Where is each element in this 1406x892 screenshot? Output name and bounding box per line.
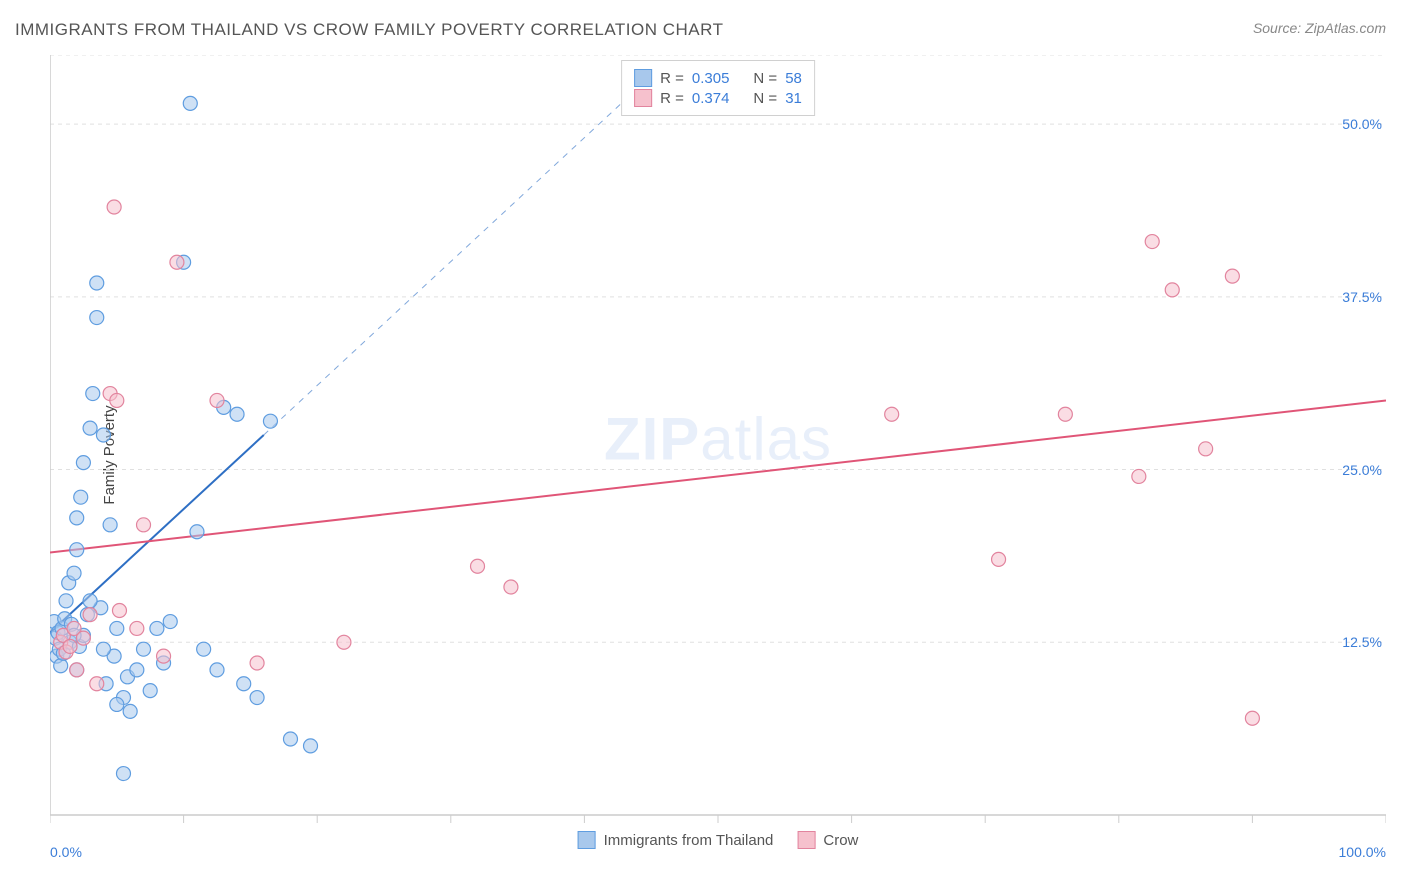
data-point	[250, 656, 264, 670]
n-label: N =	[753, 90, 777, 107]
y-tick-label: 25.0%	[1342, 462, 1382, 478]
data-point	[103, 518, 117, 532]
legend-item-thailand: Immigrants from Thailand	[578, 831, 774, 849]
data-point	[83, 608, 97, 622]
data-point	[116, 767, 130, 781]
chart-title: IMMIGRANTS FROM THAILAND VS CROW FAMILY …	[15, 20, 724, 40]
data-point	[90, 311, 104, 325]
y-tick-label: 50.0%	[1342, 116, 1382, 132]
r-label: R =	[660, 70, 684, 87]
data-point	[337, 635, 351, 649]
data-point	[237, 677, 251, 691]
data-point	[1165, 283, 1179, 297]
data-point	[110, 621, 124, 635]
data-point	[163, 615, 177, 629]
data-point	[1225, 269, 1239, 283]
data-point	[67, 566, 81, 580]
data-point	[197, 642, 211, 656]
data-point	[504, 580, 518, 594]
data-point	[59, 594, 73, 608]
data-point	[83, 594, 97, 608]
data-point	[137, 642, 151, 656]
x-tick-min: 0.0%	[50, 844, 82, 860]
data-point	[96, 428, 110, 442]
data-point	[70, 511, 84, 525]
data-point	[263, 414, 277, 428]
data-point	[96, 642, 110, 656]
legend-swatch-thailand	[578, 831, 596, 849]
data-point	[885, 407, 899, 421]
data-point	[183, 96, 197, 110]
data-point	[1132, 469, 1146, 483]
legend-series: Immigrants from Thailand Crow	[578, 831, 859, 849]
data-point	[90, 677, 104, 691]
data-point	[63, 639, 77, 653]
data-point	[130, 663, 144, 677]
data-point	[130, 621, 144, 635]
data-point	[137, 518, 151, 532]
data-point	[1199, 442, 1213, 456]
data-point	[304, 739, 318, 753]
data-point	[150, 621, 164, 635]
data-point	[83, 421, 97, 435]
data-point	[110, 697, 124, 711]
source-label: Source: ZipAtlas.com	[1253, 20, 1386, 36]
x-tick-max: 100.0%	[1339, 844, 1386, 860]
n-value-1: 31	[785, 90, 802, 107]
data-point	[76, 631, 90, 645]
data-point	[74, 490, 88, 504]
data-point	[471, 559, 485, 573]
data-point	[210, 393, 224, 407]
data-point	[70, 543, 84, 557]
data-point	[1245, 711, 1259, 725]
r-value-1: 0.374	[692, 90, 730, 107]
data-point	[143, 684, 157, 698]
data-point	[76, 456, 90, 470]
data-point	[170, 255, 184, 269]
data-point	[123, 704, 137, 718]
legend-stats: R = 0.305 N = 58 R = 0.374 N = 31	[621, 60, 815, 116]
data-point	[86, 387, 100, 401]
data-point	[107, 200, 121, 214]
data-point	[54, 659, 68, 673]
data-point	[250, 691, 264, 705]
legend-swatch-crow	[634, 89, 652, 107]
n-value-0: 58	[785, 70, 802, 87]
r-label: R =	[660, 90, 684, 107]
scatter-plot	[50, 55, 1386, 855]
legend-item-crow: Crow	[797, 831, 858, 849]
legend-label-crow: Crow	[823, 832, 858, 849]
data-point	[90, 276, 104, 290]
data-point	[1145, 235, 1159, 249]
y-tick-label: 12.5%	[1342, 634, 1382, 650]
legend-stats-row-0: R = 0.305 N = 58	[634, 69, 802, 87]
data-point	[1058, 407, 1072, 421]
legend-stats-row-1: R = 0.374 N = 31	[634, 89, 802, 107]
r-value-0: 0.305	[692, 70, 730, 87]
legend-label-thailand: Immigrants from Thailand	[604, 832, 774, 849]
data-point	[230, 407, 244, 421]
data-point	[190, 525, 204, 539]
legend-swatch-crow	[797, 831, 815, 849]
data-point	[210, 663, 224, 677]
n-label: N =	[753, 70, 777, 87]
y-tick-label: 37.5%	[1342, 289, 1382, 305]
chart-area: Family Poverty ZIPatlas R = 0.305 N = 58…	[50, 55, 1386, 855]
data-point	[112, 603, 126, 617]
data-point	[110, 393, 124, 407]
data-point	[283, 732, 297, 746]
data-point	[157, 649, 171, 663]
data-point	[70, 663, 84, 677]
legend-swatch-thailand	[634, 69, 652, 87]
data-point	[992, 552, 1006, 566]
